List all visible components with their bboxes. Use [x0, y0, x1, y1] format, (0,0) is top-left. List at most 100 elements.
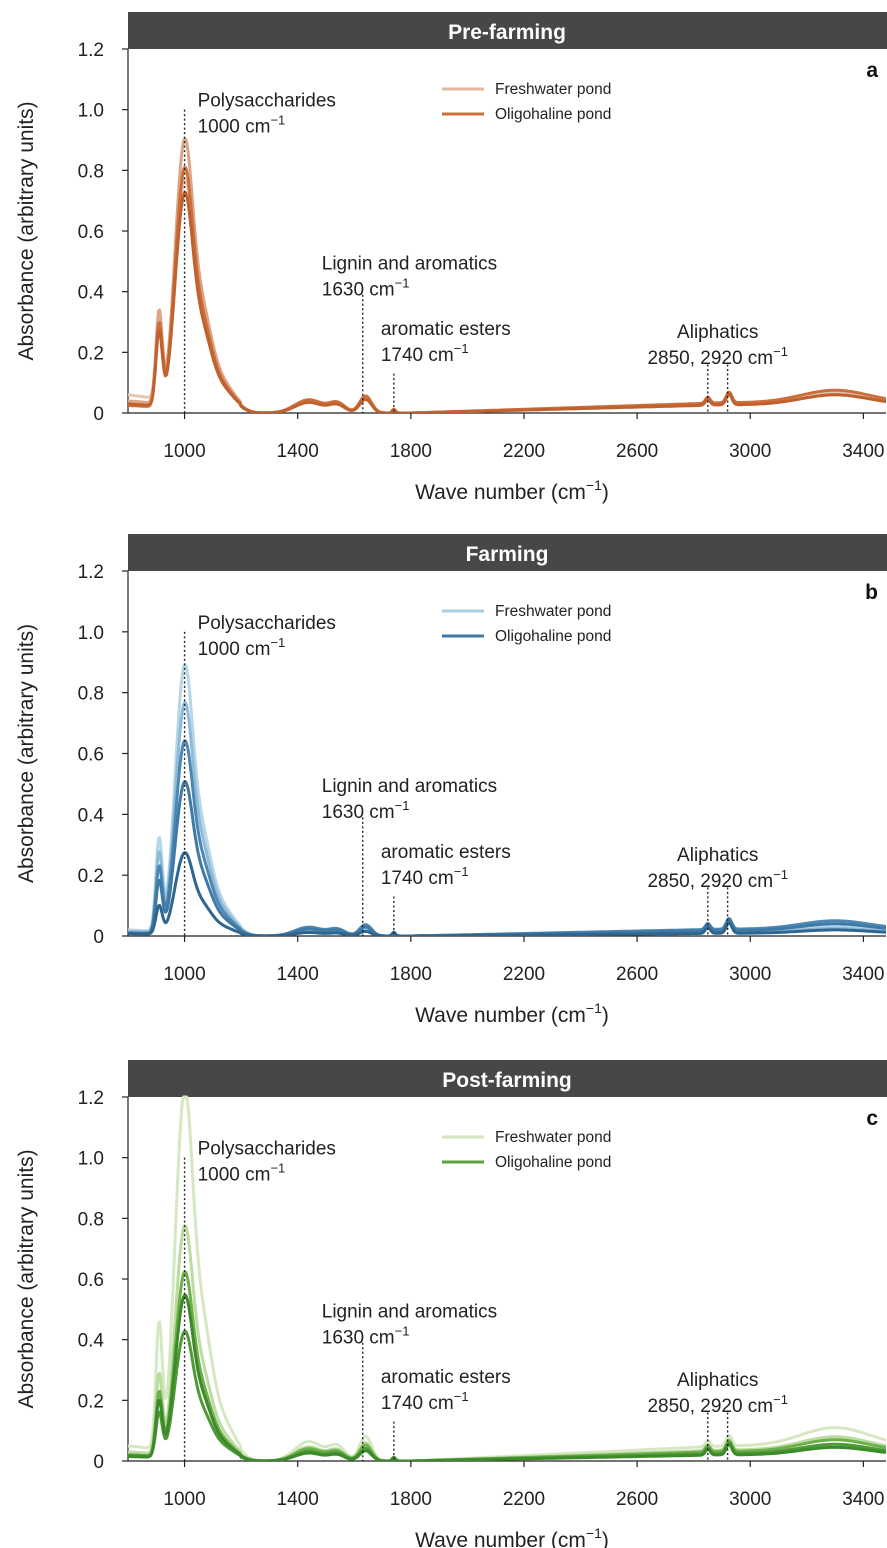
panel-banner — [128, 1060, 887, 1097]
annotation-label: aromatic esters — [381, 1367, 511, 1388]
annotation-label: Polysaccharides — [198, 613, 336, 634]
x-tick-label: 1800 — [390, 964, 432, 985]
x-tick-label: 2200 — [503, 1489, 545, 1510]
x-tick-label: 1400 — [277, 1489, 319, 1510]
spectra — [128, 137, 886, 413]
x-tick-label: 3000 — [729, 964, 771, 985]
panel-letter: a — [866, 59, 878, 82]
panel-banner-title: Farming — [466, 543, 549, 566]
spectrum-line — [128, 191, 886, 413]
panel-letter: b — [865, 581, 878, 604]
x-tick-label: 2600 — [616, 964, 658, 985]
legend-label: Oligohaline pond — [495, 106, 611, 123]
annotation-label: Polysaccharides — [198, 91, 336, 112]
x-tick-label: 3400 — [842, 1489, 884, 1510]
x-tick-label: 2600 — [616, 441, 658, 462]
panel-b: Farming b 0 0.2 0.4 0.6 0.8 1.0 1.2 1000 1400 1800 2… — [15, 534, 887, 1027]
y-tick-label: 0.6 — [78, 222, 104, 243]
annotation-wavenumber: 2850, 2920 cm−1 — [647, 344, 788, 369]
legend-label: Freshwater pond — [495, 81, 611, 98]
spectrum-line — [128, 137, 886, 413]
y-axis-label: Absorbance (arbitrary units) — [15, 101, 38, 360]
x-tick-label: 3400 — [842, 441, 884, 462]
x-tick-label: 3000 — [729, 1489, 771, 1510]
spectra — [128, 1095, 886, 1461]
y-tick-label: 0.2 — [78, 866, 104, 887]
y-tick-label: 0.4 — [78, 1331, 105, 1352]
x-tick-label: 1400 — [277, 964, 319, 985]
annotation-wavenumber: 1000 cm−1 — [198, 635, 286, 660]
annotation-wavenumber: 1000 cm−1 — [198, 1161, 286, 1186]
panel-banner-title: Post-farming — [442, 1069, 572, 1092]
annotation-label: aromatic esters — [381, 319, 511, 340]
annotation-wavenumber: 1630 cm−1 — [322, 275, 410, 300]
spectrum-line — [128, 1224, 886, 1461]
x-tick-label: 3400 — [842, 964, 884, 985]
y-tick-label: 0.4 — [78, 283, 105, 304]
y-tick-label: 1.2 — [78, 1088, 104, 1109]
annotation-wavenumber: 2850, 2920 cm−1 — [647, 867, 788, 892]
y-tick-label: 1.0 — [78, 1149, 104, 1170]
panel-letter: c — [866, 1107, 878, 1130]
y-tick-label: 0.6 — [78, 745, 104, 766]
x-tick-label: 1400 — [277, 441, 319, 462]
legend-label: Oligohaline pond — [495, 628, 611, 645]
panel-banner — [128, 12, 887, 49]
spectrum-line — [128, 165, 886, 413]
annotation-label: Aliphatics — [677, 1370, 758, 1391]
y-axis-label: Absorbance (arbitrary units) — [15, 1149, 38, 1408]
x-axis-label: Wave number (cm−1) — [415, 1525, 609, 1548]
annotation-wavenumber: 1740 cm−1 — [381, 864, 469, 889]
annotation-wavenumber: 1630 cm−1 — [322, 1323, 410, 1348]
annotation-wavenumber: 1000 cm−1 — [198, 113, 286, 138]
x-axis-label: Wave number (cm−1) — [415, 477, 609, 504]
x-axis-label: Wave number (cm−1) — [415, 1000, 609, 1027]
y-tick-label: 0.2 — [78, 1391, 104, 1412]
x-tick-label: 1000 — [163, 964, 205, 985]
x-tick-label: 2200 — [503, 441, 545, 462]
x-tick-label: 1800 — [390, 1489, 432, 1510]
spectrum-line — [128, 701, 886, 936]
spectrum-line — [128, 1293, 886, 1461]
legend-label: Oligohaline pond — [495, 1154, 611, 1171]
panel-banner-title: Pre-farming — [448, 21, 566, 44]
legend-label: Freshwater pond — [495, 1129, 611, 1146]
spectrum-line — [128, 851, 886, 936]
spectrum-line — [128, 663, 886, 936]
y-tick-label: 0 — [93, 927, 104, 948]
panel-c: Post-farming c 0 0.2 0.4 0.6 0.8 1.0 1.2 1000 1400… — [15, 1060, 887, 1548]
annotation-label: Polysaccharides — [198, 1139, 336, 1160]
y-tick-label: 1.0 — [78, 101, 104, 122]
annotation-wavenumber: 1630 cm−1 — [322, 798, 410, 823]
y-tick-label: 1.2 — [78, 40, 104, 61]
spectrum-line — [128, 739, 886, 936]
y-tick-label: 0.6 — [78, 1270, 104, 1291]
annotation-wavenumber: 1740 cm−1 — [381, 1389, 469, 1414]
annotation-wavenumber: 1740 cm−1 — [381, 341, 469, 366]
annotation-label: Aliphatics — [677, 845, 758, 866]
y-tick-label: 1.0 — [78, 623, 104, 644]
x-tick-label: 2600 — [616, 1489, 658, 1510]
x-tick-label: 1000 — [163, 1489, 205, 1510]
y-tick-label: 0.8 — [78, 684, 104, 705]
y-tick-label: 0 — [93, 404, 104, 425]
y-tick-label: 0.8 — [78, 161, 104, 182]
x-tick-label: 3000 — [729, 441, 771, 462]
y-tick-label: 0.2 — [78, 343, 104, 364]
x-tick-label: 2200 — [503, 964, 545, 985]
annotation-label: Aliphatics — [677, 322, 758, 343]
annotation-wavenumber: 2850, 2920 cm−1 — [647, 1392, 788, 1417]
annotation-label: Lignin and aromatics — [322, 1301, 497, 1322]
annotation-label: Lignin and aromatics — [322, 776, 497, 797]
annotation-label: aromatic esters — [381, 842, 511, 863]
x-tick-label: 1000 — [163, 441, 205, 462]
annotation-label: Lignin and aromatics — [322, 253, 497, 274]
x-tick-label: 1800 — [390, 441, 432, 462]
panel-a: Pre-farming a 0 0.2 0.4 0.6 0.8 1.0 1.2 1000 1400 1… — [15, 12, 887, 504]
y-axis-label: Absorbance (arbitrary units) — [15, 624, 38, 883]
y-tick-label: 0.8 — [78, 1209, 104, 1230]
y-tick-label: 1.2 — [78, 562, 104, 583]
spectra — [128, 663, 886, 936]
y-tick-label: 0.4 — [78, 805, 105, 826]
